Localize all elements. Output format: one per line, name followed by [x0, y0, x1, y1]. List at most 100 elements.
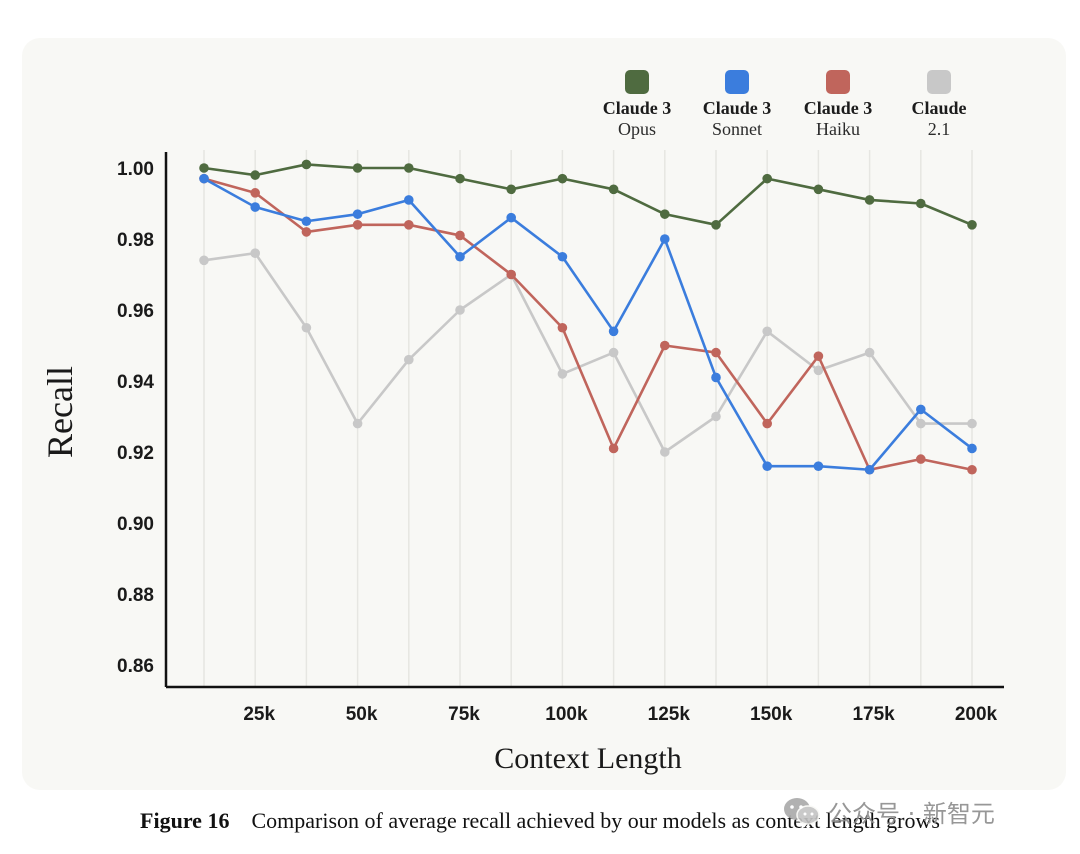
series-line: [203, 163, 973, 227]
axes: [164, 152, 1004, 689]
data-point: [660, 209, 670, 219]
data-point: [352, 418, 363, 429]
data-point: [916, 198, 926, 209]
data-point: [967, 464, 977, 475]
data-point: [352, 220, 363, 230]
series-line: [203, 177, 973, 472]
legend-series-name: Claude 3: [703, 98, 772, 118]
y-tick-label: 0.92: [117, 443, 154, 464]
legend-swatch: [725, 70, 749, 94]
data-point: [557, 369, 568, 379]
data-point: [455, 251, 465, 262]
data-point: [660, 340, 670, 351]
data-point: [711, 372, 721, 383]
x-tick-label: 25k: [243, 704, 275, 725]
data-point: [864, 347, 875, 358]
data-point: [404, 220, 414, 230]
data-point: [813, 351, 824, 361]
data-point: [557, 173, 568, 184]
y-tick-label: 0.88: [117, 585, 154, 606]
legend-series-name: Claude: [911, 98, 966, 118]
legend-series-name: Claude 3: [804, 98, 873, 118]
series-lines: [199, 159, 977, 475]
legend-swatch: [927, 70, 951, 94]
x-tick-label: 125k: [648, 704, 691, 725]
series-line: [203, 251, 972, 454]
y-tick-labels: 1.00 0.98 0.96 0.94 0.92 0.90 0.88 0.86: [117, 159, 154, 677]
y-tick-label: 0.96: [117, 301, 154, 322]
data-point: [711, 347, 721, 358]
data-point: [711, 411, 721, 422]
x-tick-label: 100k: [545, 704, 588, 725]
data-point: [301, 227, 312, 237]
legend-series-subname: Haiku: [816, 119, 860, 139]
x-tick-labels: 25k 50k 75k 100k 125k 150k 175k 200k: [243, 704, 997, 725]
y-tick-label: 0.94: [117, 372, 154, 393]
data-point: [864, 195, 875, 205]
x-tick-label: 175k: [852, 704, 895, 725]
data-point: [916, 454, 926, 464]
watermark-text: 公众号 · 新智元: [828, 800, 995, 828]
data-point: [506, 269, 516, 280]
data-point: [404, 195, 414, 205]
data-point: [608, 184, 619, 195]
y-tick-label: 0.98: [117, 230, 154, 251]
data-point: [506, 184, 516, 195]
data-point: [199, 173, 209, 184]
data-point: [404, 354, 414, 365]
data-point: [762, 173, 772, 184]
data-point: [250, 188, 260, 198]
data-point: [967, 443, 977, 454]
data-point: [557, 322, 568, 333]
data-point: [608, 326, 619, 337]
legend-series-name: Claude 3: [603, 98, 672, 118]
x-tick-label: 75k: [448, 704, 480, 725]
data-point: [199, 255, 209, 266]
data-point: [967, 418, 977, 429]
data-point: [250, 248, 260, 258]
x-tick-label: 50k: [346, 704, 378, 725]
data-point: [762, 418, 772, 429]
y-tick-label: 0.90: [117, 514, 154, 535]
x-tick-label: 150k: [750, 704, 793, 725]
data-point: [813, 365, 824, 376]
data-point: [864, 464, 875, 475]
data-point: [557, 251, 568, 262]
data-point: [711, 220, 721, 230]
series-line: [203, 177, 973, 472]
data-point: [455, 173, 465, 184]
legend-swatch: [826, 70, 850, 94]
data-point: [967, 220, 977, 230]
data-point: [916, 418, 926, 429]
data-point: [608, 443, 619, 454]
y-axis-label: Recall: [40, 366, 80, 458]
data-point: [813, 184, 824, 195]
data-point: [250, 170, 260, 180]
figure-label: Figure 16: [140, 808, 230, 833]
data-point: [813, 461, 824, 472]
y-tick-label: 1.00: [117, 159, 154, 180]
legend-series-subname: Sonnet: [712, 119, 762, 139]
legend-series-subname: 2.1: [928, 119, 951, 139]
data-point: [762, 461, 772, 472]
data-point: [352, 163, 363, 173]
data-point: [455, 305, 465, 315]
figure-caption: Figure 16 Comparison of average recall ac…: [0, 808, 1080, 834]
wechat-icon: [784, 797, 820, 825]
watermark: 公众号 · 新智元: [782, 794, 995, 829]
data-point: [250, 202, 260, 212]
x-axis-label: Context Length: [494, 742, 681, 775]
data-point: [301, 216, 312, 227]
y-tick-label: 0.86: [117, 656, 154, 677]
data-point: [660, 447, 670, 457]
data-point: [762, 326, 772, 337]
data-point: [916, 404, 926, 415]
figure-caption-text: Comparison of average recall achieved by…: [251, 808, 940, 833]
legend-swatch: [625, 70, 649, 94]
data-point: [352, 209, 363, 219]
data-point: [404, 163, 414, 173]
data-point: [660, 234, 670, 244]
legend-series-subname: Opus: [618, 119, 656, 139]
